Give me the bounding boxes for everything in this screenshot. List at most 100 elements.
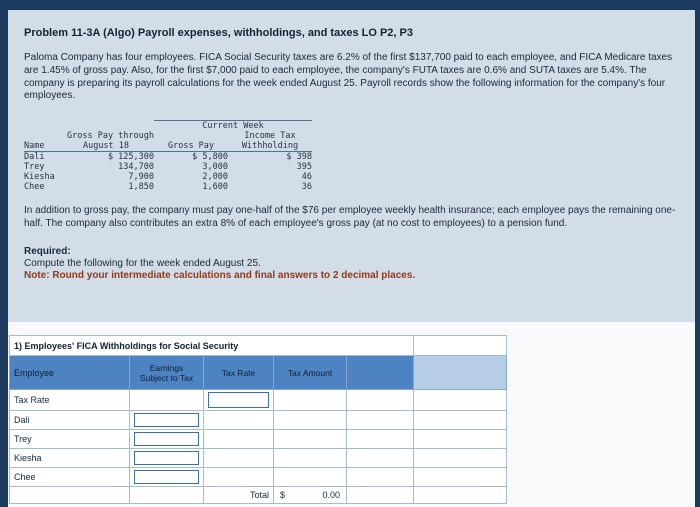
cell-earnings-input: [129, 429, 204, 449]
employee-name: Chee: [24, 182, 45, 193]
spacer-cell: [413, 389, 508, 411]
row-label-employee: Trey: [9, 429, 130, 449]
cell-blank: [203, 467, 274, 487]
employee-name: Trey: [24, 162, 45, 173]
records-col-gross-through-2: August 18: [58, 141, 154, 153]
withholding-value: 395: [296, 162, 312, 173]
cell-earnings-input: [129, 410, 204, 430]
required-text: Compute the following for the week ended…: [24, 257, 261, 269]
worksheet-total-row: Total $ 0.00: [9, 486, 508, 504]
spacer-cell: [413, 429, 508, 449]
total-amount-cell: $ 0.00: [273, 486, 347, 504]
cell-blank: [203, 410, 274, 430]
worksheet-row-trey: Trey: [9, 429, 508, 449]
records-col-gross-through-1: Gross Pay through: [67, 131, 154, 142]
total-label: Total: [203, 486, 274, 504]
earnings-input-kiesha[interactable]: [134, 451, 199, 465]
earnings-input-chee[interactable]: [134, 470, 199, 484]
gross-pay-value: 3,000: [202, 162, 228, 173]
records-row-kiesha: Kiesha 7,900 2,000 46: [24, 172, 312, 182]
cell-blank: [345, 410, 415, 430]
cell-blank: [345, 389, 415, 411]
records-col-name: Name: [24, 141, 58, 153]
total-currency: $: [280, 490, 286, 500]
records-row-trey: Trey 134,700 3,000 395: [24, 162, 312, 172]
withholding-value: $ 398: [286, 152, 312, 163]
gross-pay-value: 1,600: [202, 182, 228, 193]
records-row-chee: Chee 1,850 1,600 36: [24, 182, 312, 192]
intro-paragraph: Paloma Company has four employees. FICA …: [24, 52, 673, 102]
earnings-input-trey[interactable]: [134, 432, 199, 446]
cell-blank: [273, 448, 347, 468]
cell-blank: [345, 467, 415, 487]
spacer-cell: [413, 448, 508, 468]
records-group-header: Current Week: [154, 120, 312, 132]
col-header-blank: [345, 355, 415, 390]
gross-pay-through-value: $ 125,300: [107, 152, 154, 163]
spacer-cell: [413, 410, 508, 430]
worksheet-row-kiesha: Kiesha: [9, 448, 508, 468]
spacer-cell: [413, 467, 508, 487]
gross-pay-value: 2,000: [202, 172, 228, 183]
records-header-row-2: Name August 18 Gross Pay Withholding: [24, 141, 312, 153]
fica-worksheet-table: 1) Employees' FICA Withholdings for Soci…: [8, 335, 508, 504]
tax-rate-input[interactable]: [208, 392, 269, 408]
rounding-note: Note: Round your intermediate calculatio…: [24, 269, 416, 281]
records-col-gross-pay: Gross Pay: [154, 141, 228, 153]
cell-earnings-input: [129, 467, 204, 487]
worksheet-area: 1) Employees' FICA Withholdings for Soci…: [8, 322, 695, 507]
gross-pay-through-value: 134,700: [118, 162, 154, 173]
col-header-earnings: Earnings Subject to Tax: [129, 355, 204, 390]
cell-blank: [273, 389, 347, 411]
cell-blank: [203, 448, 274, 468]
records-col-withholding-2: Withholding: [228, 141, 312, 153]
records-group-header-row: Current Week: [24, 120, 312, 132]
col-header-blank-right: [413, 355, 508, 390]
row-label-employee: Chee: [9, 467, 130, 487]
cell-blank: [273, 429, 347, 449]
cell-blank: [273, 410, 347, 430]
cell-blank: [345, 429, 415, 449]
cell-blank: [9, 486, 130, 504]
records-col-withholding-1: Income Tax: [244, 131, 296, 142]
row-label-employee: Kiesha: [9, 448, 130, 468]
row-label-employee: Dali: [9, 410, 130, 430]
col-header-tax-rate: Tax Rate: [203, 355, 274, 390]
content-panel: Problem 11-3A (Algo) Payroll expenses, w…: [8, 10, 695, 507]
col-header-employee: Employee: [9, 355, 130, 390]
cell-blank: [273, 467, 347, 487]
additional-info-paragraph: In addition to gross pay, the company mu…: [24, 205, 676, 229]
spacer-cell: [413, 486, 508, 504]
gross-pay-through-value: 1,850: [128, 182, 154, 193]
required-heading: Required:: [24, 245, 71, 257]
worksheet-title-right-cell: [413, 335, 508, 356]
gross-pay-value: $ 5,800: [192, 152, 228, 163]
cell-blank: [129, 486, 204, 504]
cell-earnings-input: [129, 448, 204, 468]
records-header-row-1: Gross Pay through Income Tax: [24, 131, 312, 141]
cell-blank: [203, 429, 274, 449]
cell-tax-rate-input: [203, 389, 274, 411]
cell-blank: [129, 389, 204, 411]
payroll-records-table: Current Week Gross Pay through Income Ta…: [24, 120, 695, 192]
worksheet-title-row: 1) Employees' FICA Withholdings for Soci…: [8, 335, 508, 356]
row-label-tax-rate: Tax Rate: [9, 389, 130, 411]
employee-name: Dali: [24, 152, 45, 163]
withholding-value: 36: [301, 182, 312, 193]
gross-pay-through-value: 7,900: [128, 172, 154, 183]
worksheet-row-tax-rate: Tax Rate: [9, 389, 508, 411]
total-amount: 0.00: [322, 490, 340, 500]
col-header-tax-amount: Tax Amount: [273, 355, 347, 390]
employee-name: Kiesha: [24, 172, 55, 183]
worksheet-header-row: Employee Earnings Subject to Tax Tax Rat…: [9, 355, 508, 390]
earnings-input-dali[interactable]: [134, 413, 199, 427]
cell-blank: [345, 486, 415, 504]
worksheet-row-dali: Dali: [9, 410, 508, 430]
cell-blank: [345, 448, 415, 468]
worksheet-row-chee: Chee: [9, 467, 508, 487]
withholding-value: 46: [301, 172, 312, 183]
worksheet-title: 1) Employees' FICA Withholdings for Soci…: [8, 335, 415, 356]
page-title: Problem 11-3A (Algo) Payroll expenses, w…: [24, 27, 413, 39]
records-row-dali: Dali $ 125,300 $ 5,800 $ 398: [24, 152, 312, 163]
